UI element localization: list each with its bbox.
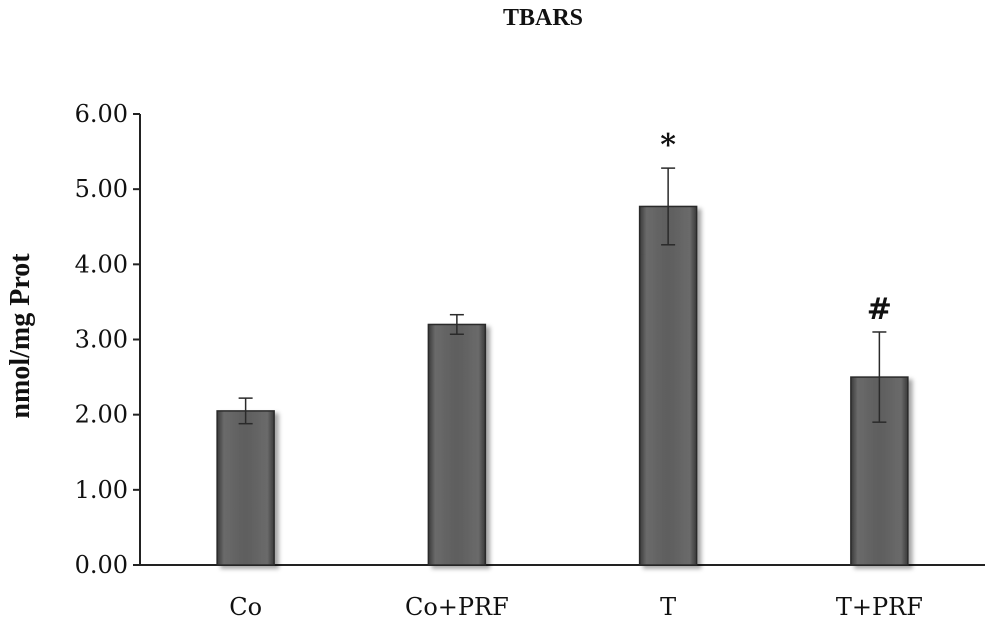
y-tick-label: 2.00 [75, 401, 128, 429]
chart-title: TBARS [503, 5, 583, 31]
x-tick-label: Co+PRF [405, 593, 509, 621]
significance-marker: # [867, 292, 892, 327]
plot-area: 0.00 1.00 2.00 3.00 4.00 5.00 6.00 Co Co+PRF * T # T… [75, 100, 985, 621]
y-tick-label: 4.00 [75, 250, 128, 278]
y-tick-label: 5.00 [75, 175, 128, 203]
x-tick-label: Co [229, 593, 262, 621]
y-axis-label: nmol/mg Prot [5, 253, 36, 419]
x-tick-label: T+PRF [836, 593, 923, 621]
bar [638, 205, 698, 566]
bar [216, 410, 275, 566]
y-tick-label: 3.00 [75, 326, 128, 354]
bar [427, 323, 487, 566]
y-tick-label: 1.00 [75, 476, 128, 504]
y-tick-label: 6.00 [75, 100, 128, 128]
significance-marker: * [660, 128, 676, 163]
y-tick-label: 0.00 [75, 551, 128, 579]
x-tick-label: T [660, 593, 676, 621]
